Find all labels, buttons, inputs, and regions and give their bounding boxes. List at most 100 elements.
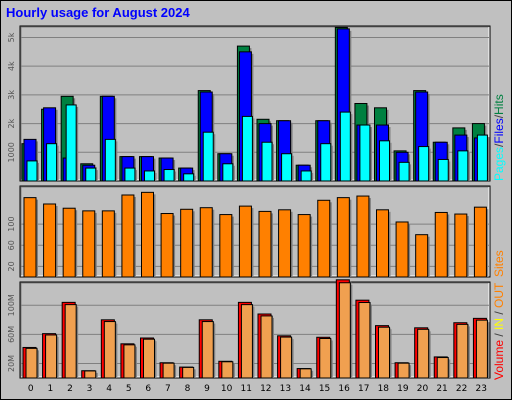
x-tick-label-16: 16 (338, 384, 350, 394)
x-tick-label-8: 8 (185, 384, 191, 394)
panel-3-background (19, 281, 491, 379)
legend-1-entry-0: Pages (492, 147, 506, 181)
sites-bar-23 (473, 206, 487, 278)
sites-bar-14 (297, 214, 311, 278)
pages-bar-21 (437, 158, 449, 182)
pages-bar-19 (398, 161, 410, 182)
pages-bar-15 (320, 143, 332, 182)
pages-bar-8 (183, 173, 195, 182)
sites-bar-22 (454, 213, 468, 278)
out-bar-14 (299, 368, 312, 379)
sites-bar-16 (336, 197, 350, 278)
out-bar-15 (319, 337, 332, 379)
chart-title: Hourly usage for August 2024 (6, 5, 190, 20)
sites-bar-21 (434, 211, 448, 278)
legend-2: Sites (492, 250, 506, 277)
sites-bar-9 (199, 207, 213, 278)
pages-bar-12 (261, 141, 273, 182)
legend-1: Pages/Files/Hits (492, 94, 506, 181)
pages-bar-9 (202, 131, 214, 182)
pages-bar-1 (46, 143, 58, 182)
out-bar-0 (25, 347, 38, 379)
pages-bar-17 (359, 124, 371, 182)
pages-bar-20 (418, 146, 430, 182)
x-tick-label-19: 19 (397, 384, 409, 394)
x-tick-label-5: 5 (126, 384, 132, 394)
sites-bar-15 (317, 199, 331, 278)
out-bar-7 (162, 362, 175, 379)
pages-bar-2 (65, 104, 77, 182)
panel-3-tick-label-2: 100M (7, 294, 16, 316)
pages-bar-4 (104, 138, 116, 182)
x-tick-label-13: 13 (280, 384, 291, 394)
sites-bar-11 (238, 205, 252, 278)
x-tick-label-3: 3 (87, 384, 93, 394)
legend-3-entry-1: / (492, 330, 506, 340)
sites-bar-7 (160, 213, 174, 278)
x-tick-label-20: 20 (417, 384, 429, 394)
panel-1-tick-label-4: 5k (7, 32, 16, 42)
sites-bar-12 (258, 210, 272, 278)
x-tick-label-14: 14 (299, 384, 311, 394)
out-bar-11 (240, 304, 253, 379)
x-tick-label-11: 11 (240, 384, 251, 394)
out-bar-6 (143, 338, 155, 379)
out-bar-2 (64, 304, 77, 379)
panel-1-tick-label-1: 2k (7, 118, 16, 128)
out-bar-12 (260, 315, 273, 379)
legend-3-entry-0: Volume (492, 340, 506, 380)
out-bar-17 (358, 302, 371, 379)
pages-bar-18 (379, 140, 390, 182)
pages-bar-23 (476, 134, 488, 182)
pages-bar-6 (144, 170, 155, 182)
sites-bar-3 (82, 210, 96, 278)
x-tick-label-2: 2 (67, 384, 73, 394)
sites-bar-2 (62, 207, 76, 278)
out-bar-1 (45, 334, 58, 379)
out-bar-3 (84, 370, 97, 379)
pages-bar-13 (281, 153, 293, 182)
pages-bar-3 (85, 167, 97, 182)
panel-2-tick-label-2: 100 (7, 216, 16, 231)
x-tick-label-0: 0 (28, 384, 34, 394)
x-tick-label-12: 12 (260, 384, 271, 394)
sites-bar-5 (121, 194, 135, 278)
pages-bar-14 (300, 170, 312, 182)
out-bar-20 (417, 328, 430, 379)
legend-3-entry-2: IN (492, 318, 506, 330)
panel-3-tick-label-0: 20M (7, 355, 16, 372)
pages-bar-11 (241, 115, 253, 182)
panel-1-tick-label-3: 4k (7, 61, 16, 71)
legend-3-entry-4: OUT (492, 282, 506, 308)
out-bar-19 (397, 362, 410, 379)
x-tick-label-10: 10 (221, 384, 233, 394)
out-bar-18 (378, 326, 390, 379)
panel-1-tick-label-2: 3k (7, 90, 16, 100)
x-tick-label-21: 21 (436, 384, 447, 394)
sites-bar-4 (101, 210, 115, 278)
panel-2-tick-label-1: 60 (7, 240, 16, 250)
legend-1-entry-3: / (492, 114, 506, 118)
sites-bar-6 (141, 191, 154, 278)
pages-bar-0 (26, 160, 38, 182)
legend-3: Volume / IN / OUT (492, 282, 506, 380)
sites-bar-18 (376, 209, 389, 278)
x-tick-label-18: 18 (378, 384, 390, 394)
x-tick-label-7: 7 (165, 384, 171, 394)
pages-bar-10 (222, 163, 234, 182)
legend-1-entry-1: / (492, 143, 506, 147)
pages-bar-5 (124, 167, 136, 182)
out-bar-21 (436, 357, 449, 379)
x-tick-label-4: 4 (106, 384, 112, 394)
sites-bar-17 (356, 195, 370, 278)
sites-bar-8 (180, 208, 194, 278)
out-bar-23 (475, 319, 488, 379)
x-tick-label-23: 23 (475, 384, 486, 394)
panel-1-background (19, 25, 491, 182)
out-bar-5 (123, 344, 136, 379)
panel-1-tick-label-0: 1000 (7, 142, 16, 162)
panel-2-tick-label-0: 20 (7, 261, 16, 271)
out-bar-10 (221, 361, 234, 379)
x-tick-label-15: 15 (319, 384, 330, 394)
legend-2-entry-0: Sites (492, 250, 506, 277)
